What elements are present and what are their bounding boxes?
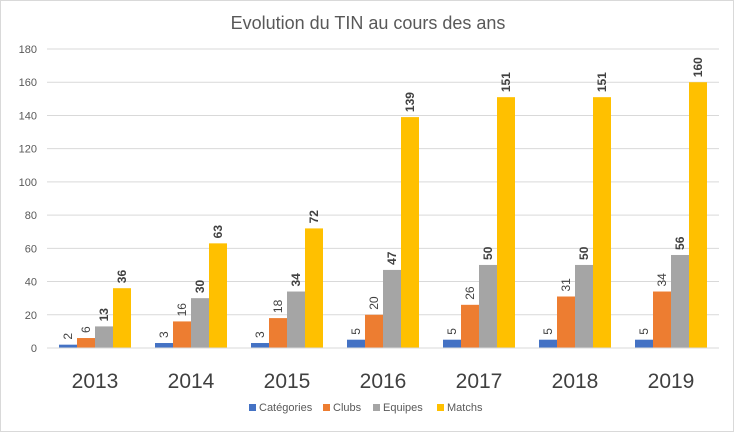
bar <box>77 338 95 348</box>
data-label: 5 <box>349 328 363 335</box>
data-label: 5 <box>637 328 651 335</box>
legend-label: Matchs <box>447 402 483 414</box>
y-tick-label: 180 <box>19 44 37 56</box>
bar <box>443 339 461 348</box>
bar <box>497 97 515 348</box>
data-label: 5 <box>541 328 555 335</box>
data-label: 50 <box>481 246 495 260</box>
x-tick-label: 2019 <box>648 370 695 393</box>
bar <box>401 117 419 348</box>
data-label: 36 <box>115 270 129 284</box>
data-label: 18 <box>271 299 285 313</box>
data-label: 13 <box>97 308 111 322</box>
y-tick-label: 0 <box>31 343 37 355</box>
data-label: 20 <box>367 296 381 310</box>
bar <box>155 343 173 348</box>
data-label: 31 <box>559 278 573 292</box>
bar <box>593 97 611 348</box>
y-tick-label: 40 <box>25 277 37 289</box>
bar <box>479 264 497 348</box>
data-label: 2 <box>61 333 75 340</box>
x-axis: 2013 2014 2015 2016 2017 2018 2019 <box>47 347 719 393</box>
y-tick-label: 160 <box>19 77 37 89</box>
bar <box>95 326 113 348</box>
y-axis: 0 20 40 60 80 100 120 140 160 180 <box>19 44 37 355</box>
legend-label: Equipes <box>383 402 423 414</box>
bar <box>461 304 479 348</box>
data-label: 16 <box>175 303 189 317</box>
bar <box>269 318 287 348</box>
legend-swatch <box>323 404 330 411</box>
bar <box>305 228 323 348</box>
legend: Catégories Clubs Equipes Matchs <box>249 402 483 414</box>
data-label: 72 <box>307 210 321 224</box>
bar <box>209 243 227 348</box>
data-label: 3 <box>253 331 267 338</box>
gridlines <box>47 48 719 349</box>
data-label: 34 <box>655 273 669 287</box>
bar <box>287 291 305 348</box>
y-tick-label: 80 <box>25 210 37 222</box>
bar <box>191 298 209 348</box>
legend-swatch <box>373 404 380 411</box>
legend-label: Catégories <box>259 402 313 414</box>
x-tick-label: 2015 <box>264 370 311 393</box>
data-label: 30 <box>193 279 207 293</box>
bar <box>59 344 77 348</box>
bar <box>557 296 575 348</box>
x-tick-label: 2018 <box>552 370 599 393</box>
chart-title: Evolution du TIN au cours des ans <box>231 13 506 33</box>
bar <box>689 82 707 348</box>
legend-label: Clubs <box>333 402 362 414</box>
data-label: 34 <box>289 273 303 287</box>
legend-swatch <box>249 404 256 411</box>
bars <box>59 82 707 348</box>
y-tick-label: 120 <box>19 144 37 156</box>
x-tick-label: 2014 <box>168 370 215 393</box>
bar <box>347 339 365 348</box>
data-label: 56 <box>673 236 687 250</box>
x-tick-label: 2016 <box>360 370 407 393</box>
y-tick-label: 60 <box>25 243 37 255</box>
data-label: 139 <box>403 92 417 112</box>
data-label: 3 <box>157 331 171 338</box>
y-tick-label: 20 <box>25 310 37 322</box>
data-label: 160 <box>691 57 705 77</box>
data-label: 47 <box>385 251 399 265</box>
bar <box>383 269 401 348</box>
bar <box>251 343 269 348</box>
bar <box>575 264 593 348</box>
bar <box>671 254 689 348</box>
data-label: 151 <box>499 72 513 92</box>
data-label: 6 <box>79 326 93 333</box>
bar <box>173 321 191 348</box>
data-label: 151 <box>595 72 609 92</box>
data-labels: 26 13 36 3 16 30 63 3 18 34 72 5 20 47 139 5 26 50 151 5 31 5… <box>61 57 705 340</box>
y-tick-label: 140 <box>19 110 37 122</box>
bar <box>539 339 557 348</box>
bar <box>653 291 671 348</box>
bar <box>113 288 131 348</box>
legend-swatch <box>437 404 444 411</box>
y-tick-label: 100 <box>19 177 37 189</box>
data-label: 26 <box>463 286 477 300</box>
bar <box>635 339 653 348</box>
bar <box>365 314 383 348</box>
data-label: 5 <box>445 328 459 335</box>
x-tick-label: 2017 <box>456 370 503 393</box>
x-tick-label: 2013 <box>72 370 119 393</box>
data-label: 50 <box>577 246 591 260</box>
data-label: 63 <box>211 225 225 239</box>
